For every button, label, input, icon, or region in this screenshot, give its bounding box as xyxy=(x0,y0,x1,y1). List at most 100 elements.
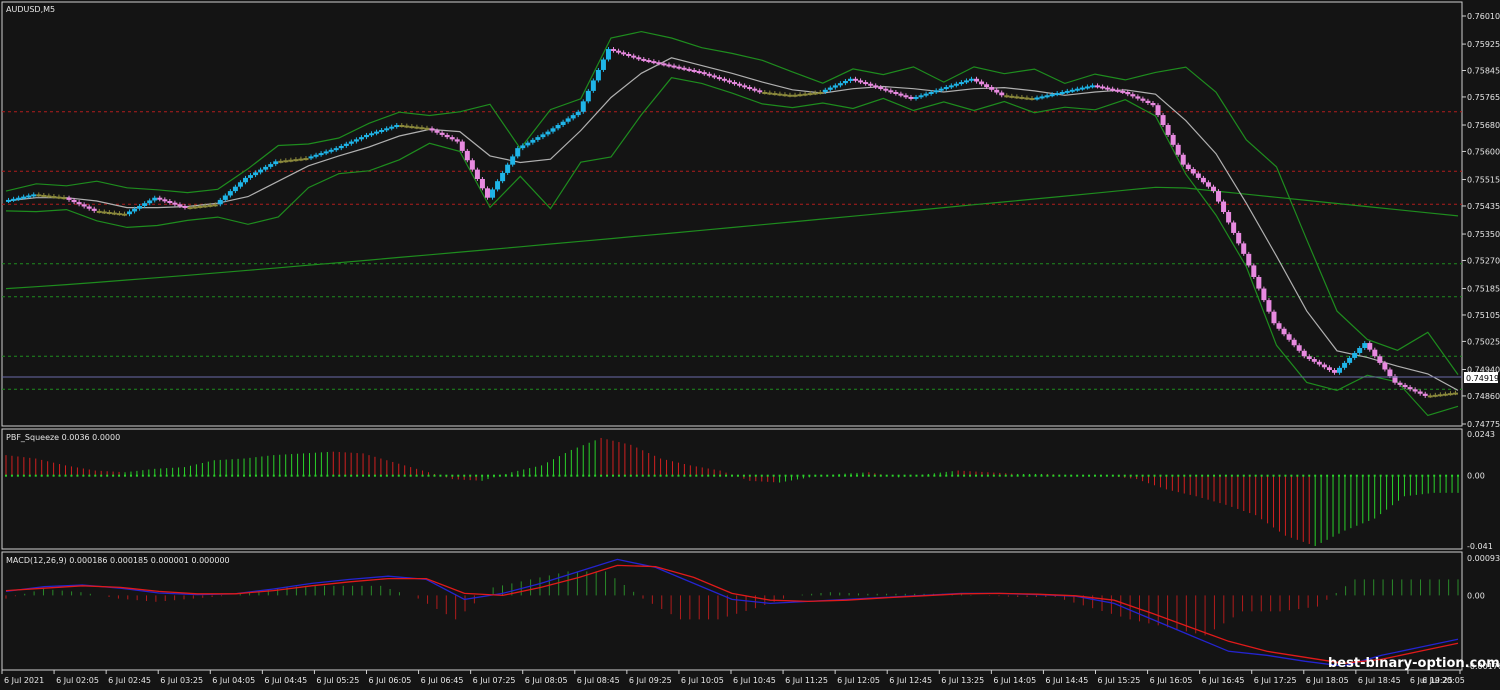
candle-body xyxy=(878,87,884,90)
time-tick-label: 6 Jul 03:25 xyxy=(160,676,203,685)
candle-body xyxy=(96,210,102,213)
candle-body xyxy=(469,160,475,170)
candle-body xyxy=(555,125,561,129)
squeeze-dot xyxy=(201,474,204,477)
candle-body xyxy=(641,58,647,61)
price-tick-label: 0.75600 xyxy=(1467,147,1500,156)
squeeze-dot xyxy=(1385,474,1388,477)
candle-body xyxy=(1014,96,1020,99)
candle-body xyxy=(968,78,974,81)
candle-body xyxy=(237,182,243,187)
candle-body xyxy=(1120,90,1126,93)
squeeze-dot xyxy=(1284,474,1287,477)
squeeze-dot xyxy=(439,474,442,477)
squeeze-dot xyxy=(1177,474,1180,477)
squeeze-dot xyxy=(46,474,49,477)
slow-moving-average xyxy=(5,186,1459,290)
squeeze-dot xyxy=(1230,474,1233,477)
squeeze-dot xyxy=(266,474,269,477)
candle-body xyxy=(449,137,455,140)
squeeze-dot xyxy=(213,474,216,477)
squeeze-dot xyxy=(689,474,692,477)
candle-body xyxy=(419,127,425,130)
squeeze-dot xyxy=(1367,474,1370,477)
candle-body xyxy=(1009,95,1015,98)
squeeze-dot xyxy=(1129,474,1132,477)
squeeze-axis-label: 0.0243 xyxy=(1467,430,1495,439)
squeeze-dot xyxy=(606,474,609,477)
watermark: best-binary-option.com xyxy=(1328,656,1500,671)
candle-body xyxy=(913,96,919,99)
squeeze-dot xyxy=(1218,474,1221,477)
squeeze-dot xyxy=(94,474,97,477)
squeeze-dot xyxy=(219,474,222,477)
candle-body xyxy=(888,90,894,93)
candle-body xyxy=(1064,90,1070,93)
candle-body xyxy=(525,142,531,146)
squeeze-dot xyxy=(427,474,430,477)
candle-body xyxy=(338,145,344,149)
candle-body xyxy=(167,201,173,204)
candle-body xyxy=(318,153,324,156)
candle-body xyxy=(646,60,652,63)
price-tick-label: 0.75845 xyxy=(1467,67,1500,76)
candle-body xyxy=(1054,93,1060,96)
squeeze-dot xyxy=(409,474,412,477)
squeeze-dot xyxy=(1308,474,1311,477)
squeeze-dot xyxy=(106,474,109,477)
candle-body xyxy=(474,169,480,179)
candle-body xyxy=(328,149,334,152)
candle-body xyxy=(222,195,228,200)
candle-body xyxy=(515,148,521,157)
candle-body xyxy=(787,94,793,97)
squeeze-dot xyxy=(588,474,591,477)
squeeze-dot xyxy=(1105,474,1108,477)
macd-lines: 0.000936 0.00 -0.001767 xyxy=(5,554,1500,671)
time-tick-label: 6 Jul 18:05 xyxy=(1306,676,1349,685)
squeeze-dot xyxy=(594,474,597,477)
squeeze-dot xyxy=(796,474,799,477)
candle-body xyxy=(454,139,460,142)
candle-body xyxy=(1392,376,1398,383)
squeeze-dot xyxy=(838,474,841,477)
squeeze-dot xyxy=(1415,474,1418,477)
candle-body xyxy=(298,158,304,161)
squeeze-dot xyxy=(516,474,519,477)
candle-body xyxy=(953,83,959,86)
candle-body xyxy=(1417,391,1423,394)
candle-body xyxy=(273,161,279,165)
candle-body xyxy=(1165,125,1171,135)
candle-body xyxy=(651,61,657,64)
candle-body xyxy=(1362,343,1368,349)
candle-body xyxy=(948,85,954,88)
candle-body xyxy=(172,202,178,205)
candle-body xyxy=(76,202,82,205)
candle-body xyxy=(933,90,939,93)
squeeze-dot xyxy=(1064,474,1067,477)
candle-body xyxy=(737,83,743,86)
squeeze-dot xyxy=(528,474,531,477)
candle-body xyxy=(893,91,899,94)
candle-body xyxy=(772,93,778,96)
candle-body xyxy=(288,159,294,162)
squeeze-dot xyxy=(445,474,448,477)
squeeze-dot xyxy=(1433,474,1436,477)
squeeze-dot xyxy=(141,474,144,477)
squeeze-dot xyxy=(129,474,132,477)
candle-body xyxy=(283,160,289,163)
squeeze-dot xyxy=(760,474,763,477)
squeeze-dot xyxy=(552,474,555,477)
candle-body xyxy=(1059,91,1065,94)
candle-body xyxy=(530,139,536,143)
candle-body xyxy=(1281,328,1287,335)
squeeze-dot xyxy=(1343,474,1346,477)
squeeze-dot xyxy=(617,474,620,477)
squeeze-dot xyxy=(963,474,966,477)
squeeze-dot xyxy=(1314,474,1317,477)
squeeze-dot xyxy=(808,474,811,477)
squeeze-dot xyxy=(118,474,121,477)
squeeze-dot xyxy=(28,474,31,477)
squeeze-dot xyxy=(1153,474,1156,477)
squeeze-dot xyxy=(112,474,115,477)
